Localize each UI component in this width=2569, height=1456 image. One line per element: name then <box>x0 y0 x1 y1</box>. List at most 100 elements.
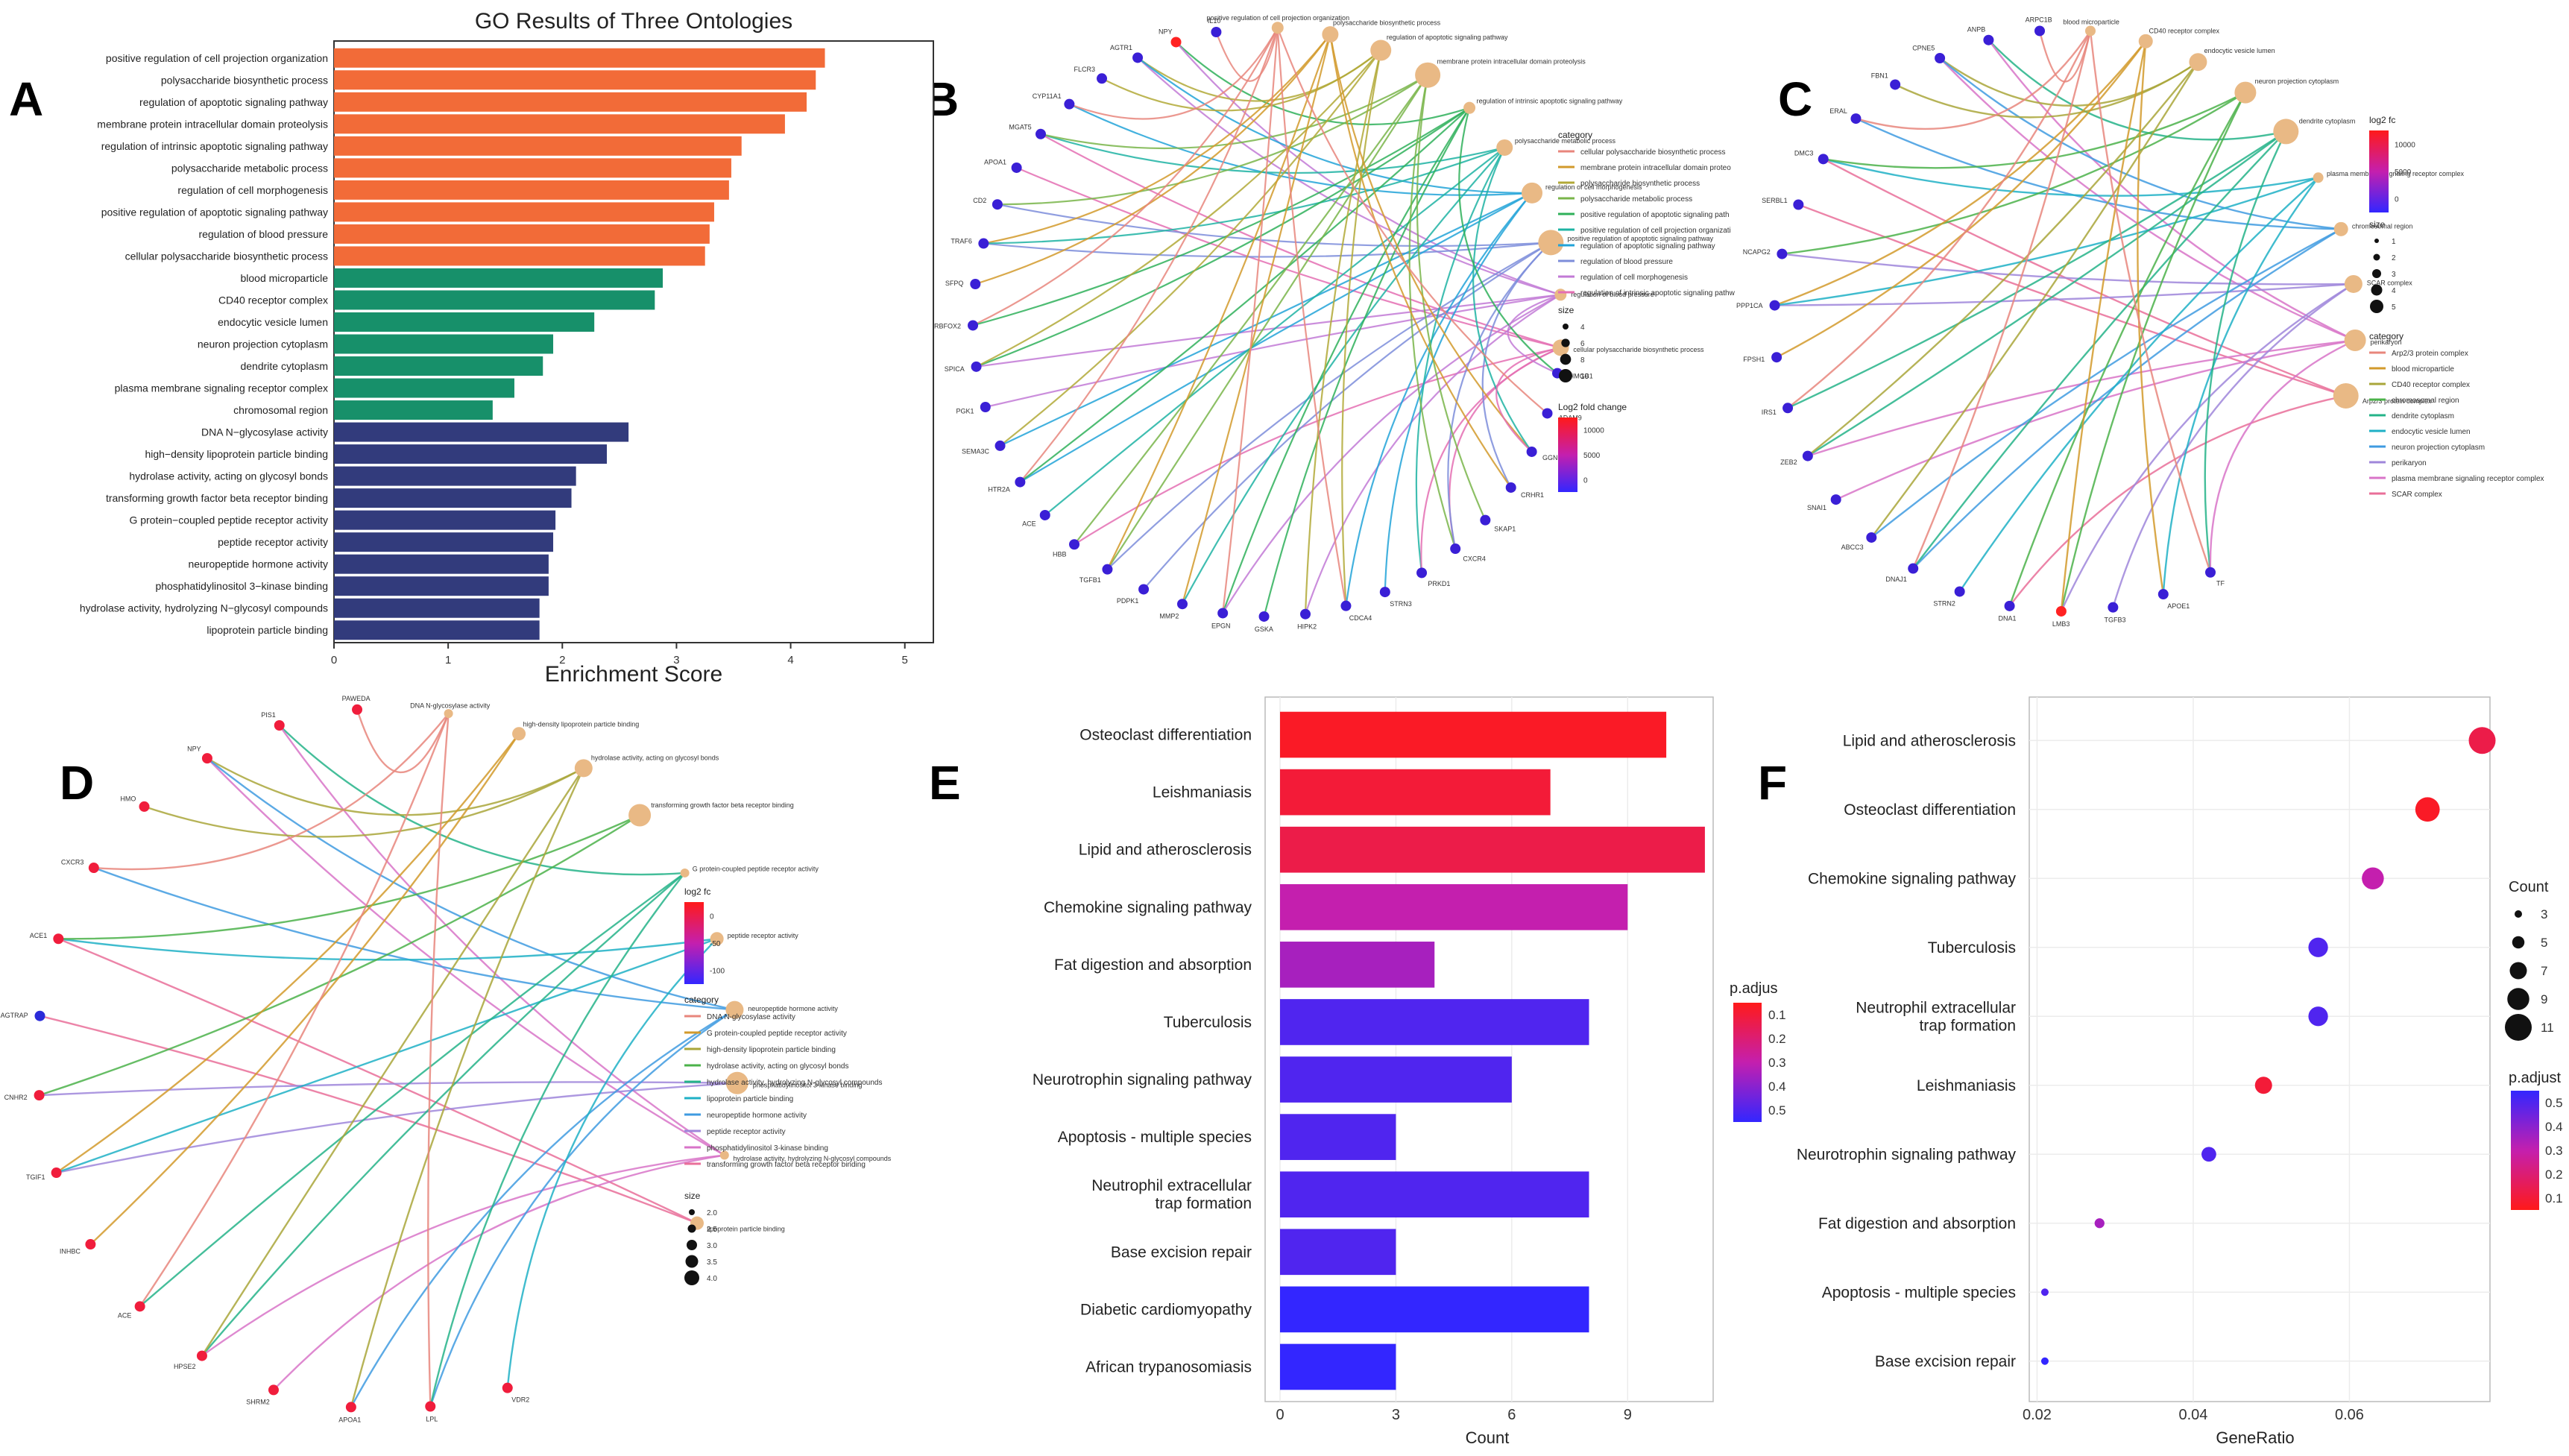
panel-a-category-label: chromosomal region <box>233 404 328 416</box>
legend-category-label: positive regulation of cell projection o… <box>1580 227 1731 235</box>
legend-size-dot <box>2370 300 2383 313</box>
network-edge <box>56 1082 737 1174</box>
gene-node <box>1177 599 1188 610</box>
gene-label: SNAI1 <box>1807 504 1826 511</box>
term-node <box>1322 26 1339 43</box>
gene-node <box>1035 128 1046 139</box>
panel-e-category-label: African trypanosomiasis <box>1085 1358 1252 1375</box>
gene-label: ZEB2 <box>1780 458 1797 466</box>
panel-label-c: C <box>1778 72 1812 126</box>
panel-e-x-tick-label: 3 <box>1392 1407 1400 1423</box>
gene-node <box>1064 98 1075 110</box>
gene-label: HTR2A <box>988 485 1010 493</box>
gene-node <box>1830 494 1841 505</box>
gene-node <box>1866 532 1877 543</box>
term-label: polysaccharide biosynthetic process <box>1333 19 1441 27</box>
panel-e-bar <box>1280 942 1435 988</box>
panel-a-category-label: phosphatidylinositol 3−kinase binding <box>155 580 328 592</box>
panel-f-category-label: Neurotrophin signaling pathway <box>1797 1146 2017 1163</box>
gene-node <box>971 361 982 372</box>
term-node <box>2313 172 2324 183</box>
panel-f-legend-count-label: 9 <box>2541 992 2547 1006</box>
panel-e-bar <box>1280 711 1667 758</box>
panel-a-x-tick-label: 1 <box>445 654 451 666</box>
gene-node <box>1217 608 1229 619</box>
gene-label: ARPC1B <box>2026 16 2052 24</box>
gene-label: NPY <box>187 745 201 752</box>
network-edge <box>1345 192 1533 606</box>
legend-category-label: cellular polysaccharide biosynthetic pro… <box>1580 148 1726 157</box>
gene-node <box>1097 73 1108 84</box>
term-label: peptide receptor activity <box>728 932 799 939</box>
network-edge <box>93 713 450 871</box>
term-node <box>710 932 724 946</box>
gene-node <box>1138 584 1150 595</box>
term-node <box>2333 221 2348 236</box>
network-edge <box>1797 204 2347 397</box>
network-edge <box>1958 177 2319 593</box>
legend-size-dot <box>1561 338 1570 347</box>
term-label: SCAR complex <box>2367 280 2413 287</box>
term-label: cellular polysaccharide biosynthetic pro… <box>1573 346 1704 353</box>
network-edge <box>356 709 450 774</box>
legend-size-dot <box>2372 269 2381 278</box>
network-edge <box>1912 31 2092 569</box>
network-edge <box>1106 34 1331 570</box>
panel-f-x-tick-label: 0.02 <box>2023 1407 2052 1423</box>
gene-node <box>34 1090 45 1101</box>
panel-a-category-label: regulation of cell morphogenesis <box>177 184 328 196</box>
panel-f-legend-count-label: 11 <box>2541 1021 2554 1035</box>
gene-label: CXCR3 <box>61 858 84 866</box>
legend-category-label: regulation of apoptotic signaling pathwa… <box>1580 242 1715 250</box>
panel-f-dot <box>2201 1147 2216 1162</box>
gene-label: STRN3 <box>1390 600 1412 608</box>
network-edge <box>974 34 1331 286</box>
gene-label: CYP11A1 <box>1033 92 1062 100</box>
panel-f-legend-color-title: p.adjust <box>2509 1070 2561 1086</box>
legend-colorbar <box>2369 130 2389 212</box>
panel-e-legend-tick: 0.3 <box>1768 1056 1786 1070</box>
panel-f-dot <box>2040 1357 2049 1365</box>
panel-a-go-bar-chart: GO Results of Three Ontologies Enrichmen… <box>80 9 934 687</box>
panel-f-category-label: Neutrophil extracellular trap formation <box>1856 999 2016 1034</box>
panel-label-f: F <box>1758 756 1787 810</box>
legend-size-dot <box>2374 239 2379 243</box>
network-edge <box>1458 107 1558 374</box>
gene-label: STRN2 <box>1933 599 1955 607</box>
gene-label: GGN <box>1542 454 1558 461</box>
gene-label: CXCR4 <box>1463 555 1486 562</box>
panel-a-bar <box>334 466 576 486</box>
network-edge <box>1068 27 1279 120</box>
network-edge <box>2089 31 2212 573</box>
panel-a-bar <box>334 180 729 200</box>
gene-label: APOA1 <box>984 159 1006 166</box>
legend-category-label: G protein-coupled peptide receptor activ… <box>707 1030 847 1038</box>
term-node <box>2138 34 2153 48</box>
panel-a-bar <box>334 48 825 68</box>
gene-node <box>1818 154 1829 165</box>
legend-color-tick: 0 <box>2395 196 2399 204</box>
panel-f-legend-count-dot <box>2512 936 2525 949</box>
panel-a-bar <box>334 378 514 398</box>
panel-a-x-tick-label: 3 <box>673 654 679 666</box>
term-label: plasma membrane signaling receptor compl… <box>2327 170 2465 177</box>
panel-e-category-label: Neurotrophin signaling pathway <box>1033 1071 1252 1088</box>
panel-a-bar <box>334 620 540 640</box>
term-label: regulation of cell morphogenesis <box>1545 183 1642 191</box>
panel-a-category-label: positive regulation of cell projection o… <box>106 52 328 64</box>
gene-label: TGIF1 <box>26 1173 45 1181</box>
legend-category-label: hydrolase activity, acting on glycosyl b… <box>707 1062 848 1071</box>
panel-e-category-label: Base excision repair <box>1111 1244 1252 1261</box>
legend-size-dot <box>685 1255 699 1268</box>
gene-label: APOE1 <box>2167 602 2190 610</box>
gene-label: TGFB3 <box>2105 616 2126 623</box>
network-edge <box>139 713 450 1308</box>
gene-label: INHBC <box>60 1248 81 1255</box>
network-edge <box>1855 117 2342 230</box>
network-edge <box>1939 57 2356 341</box>
panel-f-dot <box>2468 727 2496 754</box>
panel-a-bar <box>334 400 493 420</box>
legend-size-label: 3.5 <box>707 1258 717 1267</box>
term-label: DNA N-glycosylase activity <box>410 702 491 709</box>
gene-label: HBB <box>1053 550 1067 558</box>
